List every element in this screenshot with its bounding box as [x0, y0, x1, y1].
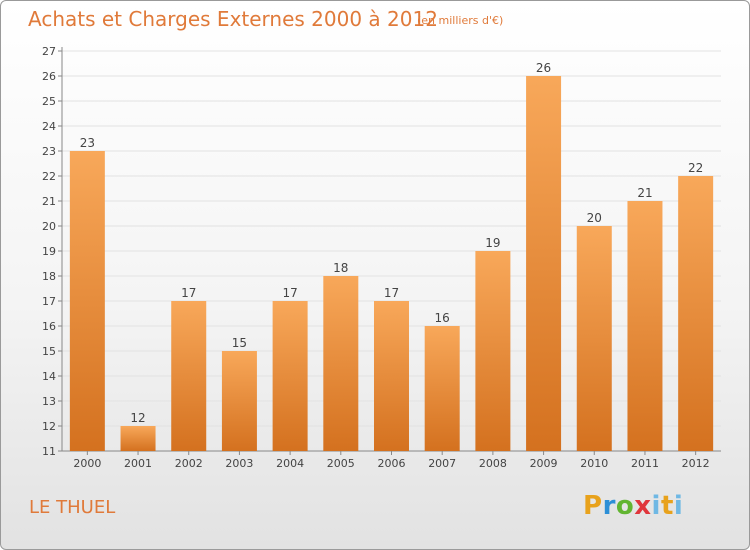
- y-tick-label: 13: [42, 395, 56, 408]
- bar-value-label: 26: [536, 61, 551, 75]
- bar-value-label: 17: [181, 286, 196, 300]
- bar: [221, 351, 257, 451]
- y-tick-label: 14: [42, 370, 56, 383]
- bar-value-label: 17: [282, 286, 297, 300]
- bar: [424, 326, 460, 451]
- y-tick-label: 19: [42, 245, 56, 258]
- x-tick-label: 2010: [580, 457, 608, 470]
- y-tick-label: 24: [42, 120, 56, 133]
- bar-value-label: 19: [485, 236, 500, 250]
- y-tick-label: 26: [42, 70, 56, 83]
- x-tick-label: 2003: [225, 457, 253, 470]
- x-tick-label: 2012: [682, 457, 710, 470]
- bar-value-label: 12: [130, 411, 145, 425]
- y-tick-label: 11: [42, 445, 56, 458]
- logo-letter: x: [634, 491, 652, 521]
- logo-letter: t: [660, 491, 674, 521]
- x-tick-label: 2001: [124, 457, 152, 470]
- logo-letter: r: [602, 491, 616, 521]
- bar: [576, 226, 612, 451]
- y-tick-label: 17: [42, 295, 56, 308]
- x-tick-label: 2007: [428, 457, 456, 470]
- labels: 11 12 13 14 15 16 17 18 19 20 21 22 23 24 25 26 27 23 2000…: [42, 45, 710, 470]
- bar: [627, 201, 663, 451]
- logo-letter: o: [615, 491, 635, 521]
- bar: [120, 426, 156, 451]
- logo-letter: i: [673, 491, 684, 521]
- bar-value-label: 22: [688, 161, 703, 175]
- y-tick-label: 15: [42, 345, 56, 358]
- y-tick-label: 23: [42, 145, 56, 158]
- x-tick-label: 2009: [530, 457, 558, 470]
- bar-value-label: 16: [435, 311, 450, 325]
- x-tick-label: 2005: [327, 457, 355, 470]
- bar-value-label: 17: [384, 286, 399, 300]
- bar: [374, 301, 409, 451]
- bar-value-label: 15: [232, 336, 247, 350]
- x-tick-label: 2000: [73, 457, 101, 470]
- y-tick-label: 16: [42, 320, 56, 333]
- x-tick-label: 2011: [631, 457, 659, 470]
- x-tick-label: 2002: [175, 457, 203, 470]
- logo-letter: i: [651, 491, 661, 521]
- bar-value-label: 21: [637, 186, 652, 200]
- bar: [323, 276, 359, 451]
- bar: [678, 176, 714, 451]
- y-tick-label: 12: [42, 420, 56, 433]
- x-tick-label: 2004: [276, 457, 304, 470]
- bar: [69, 151, 105, 451]
- bar-value-label: 23: [80, 136, 95, 150]
- y-tick-label: 21: [42, 195, 56, 208]
- y-tick-label: 22: [42, 170, 56, 183]
- bar: [171, 301, 207, 451]
- y-tick-label: 25: [42, 95, 56, 108]
- y-tick-label: 18: [42, 270, 56, 283]
- bar: [475, 251, 511, 451]
- commune-name: LE THUEL: [29, 497, 116, 518]
- y-tick-label: 20: [42, 220, 56, 233]
- x-tick-label: 2008: [479, 457, 507, 470]
- bar: [272, 301, 308, 451]
- y-tick-label: 27: [42, 45, 56, 58]
- bar: [526, 76, 562, 451]
- logo-letter: P: [583, 491, 603, 521]
- chart-title: Achats et Charges Externes 2000 à 2012: [28, 7, 438, 31]
- bar-value-label: 18: [333, 261, 348, 275]
- proxiti-logo[interactable]: Proxiti: [583, 491, 683, 521]
- bars: [69, 76, 714, 451]
- bar-value-label: 20: [587, 211, 602, 225]
- x-tick-label: 2006: [378, 457, 406, 470]
- chart-units: (en milliers d'€): [417, 14, 504, 27]
